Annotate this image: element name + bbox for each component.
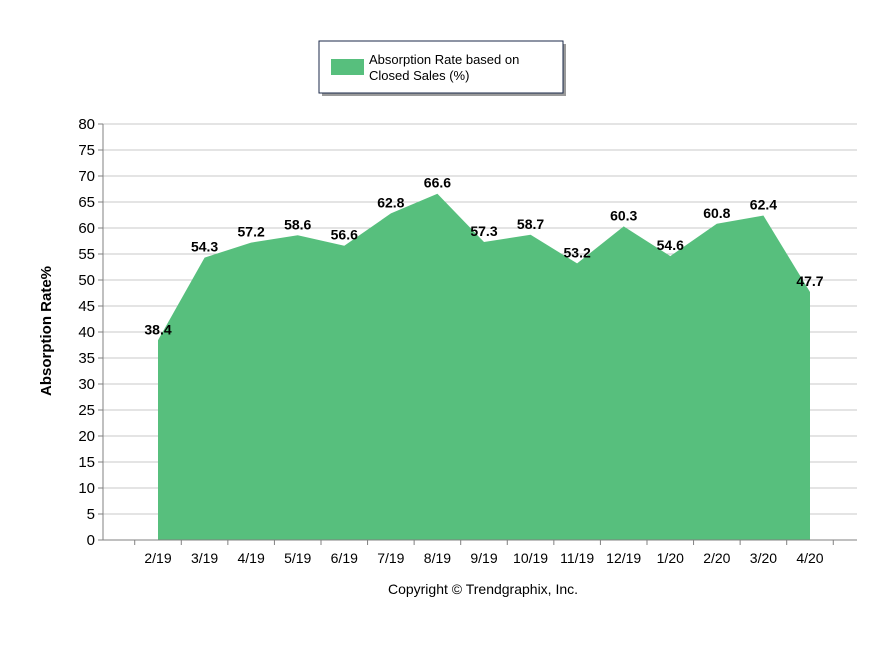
data-label: 57.3 [470,223,497,239]
data-label: 60.3 [610,207,637,223]
y-tick-label: 10 [78,480,95,497]
x-tick-label: 5/19 [284,550,311,566]
x-tick-label: 3/19 [191,550,218,566]
legend: Absorption Rate based on Closed Sales (%… [318,40,566,96]
y-tick-label: 55 [78,246,95,263]
x-tick-label: 9/19 [470,550,497,566]
data-label: 53.2 [564,244,591,260]
axes [98,123,857,545]
y-tick-labels: 0 5 10 15 20 25 30 35 40 45 50 55 60 65 70 75 80 [78,116,95,549]
x-tick-label: 4/19 [238,550,265,566]
x-tick-label: 2/19 [144,550,171,566]
y-tick-label: 65 [78,194,95,211]
copyright-text: Copyright © Trendgraphix, Inc. [388,581,578,597]
x-tick-label: 10/19 [513,550,548,566]
data-label: 54.3 [191,239,218,255]
legend-label-line2: Closed Sales (%) [369,68,469,83]
data-label: 56.6 [331,227,358,243]
data-label: 66.6 [424,175,451,191]
x-tick-label: 4/20 [796,550,823,566]
data-label: 57.2 [238,224,265,240]
y-tick-label: 25 [78,402,95,419]
y-tick-label: 0 [87,532,95,549]
area-fill [158,193,810,540]
x-tick-label: 7/19 [377,550,404,566]
data-labels: 38.4 54.3 57.2 58.6 56.6 62.8 66.6 57.3 58.7 53.2… [144,175,823,338]
area-series [158,193,810,540]
data-label: 58.6 [284,216,311,232]
y-tick-label: 30 [78,376,95,393]
legend-label-line1: Absorption Rate based on [369,52,519,67]
x-tick-labels: 2/19 3/19 4/19 5/19 6/19 7/19 8/19 9/19 10/19 11/… [144,550,823,566]
y-tick-label: 80 [78,116,95,133]
legend-swatch [331,59,364,75]
x-tick-label: 8/19 [424,550,451,566]
x-tick-label: 6/19 [331,550,358,566]
data-label: 54.6 [657,237,684,253]
data-label: 58.7 [517,216,544,232]
y-tick-label: 35 [78,350,95,367]
data-label: 62.4 [750,197,777,213]
y-tick-label: 60 [78,220,95,237]
x-tick-label: 1/20 [657,550,684,566]
y-tick-label: 15 [78,454,95,471]
x-tick-label: 11/19 [560,550,594,566]
y-tick-label: 40 [78,324,95,341]
x-tick-label: 12/19 [606,550,641,566]
x-tick-label: 3/20 [750,550,777,566]
y-tick-label: 70 [78,168,95,185]
y-tick-label: 20 [78,428,95,445]
y-tick-label: 45 [78,298,95,315]
y-tick-label: 50 [78,272,95,289]
data-label: 47.7 [796,273,823,289]
x-tick-label: 2/20 [703,550,730,566]
y-tick-label: 75 [78,142,95,159]
y-axis-label: Absorption Rate% [38,266,55,396]
data-label: 38.4 [144,321,171,337]
data-label: 62.8 [377,194,404,210]
y-tick-label: 5 [87,506,95,523]
data-label: 60.8 [703,205,730,221]
